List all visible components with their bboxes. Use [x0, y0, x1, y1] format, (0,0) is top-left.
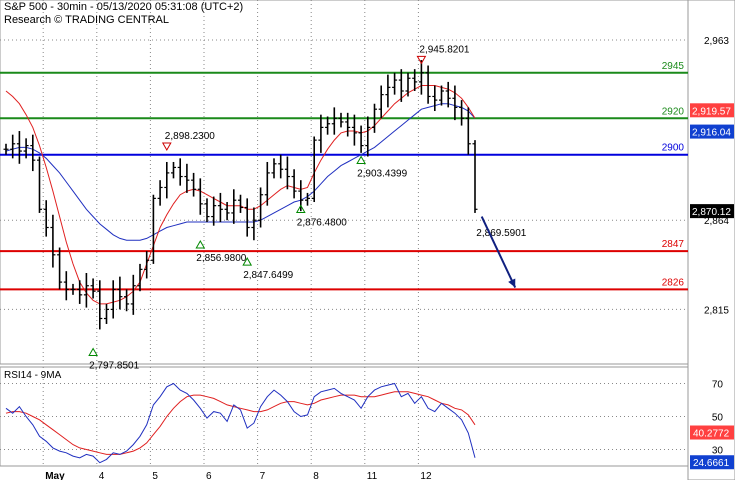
level-label-2900: 2900 [662, 143, 685, 154]
x-tick-label: 4 [99, 471, 105, 480]
annotation-label: 2,869.5901 [476, 228, 526, 239]
swing-low-marker [356, 155, 366, 165]
price-tag [690, 204, 734, 219]
y-tick-label: 2,963 [704, 36, 729, 47]
swing-high-marker [416, 55, 427, 65]
rsi-ma-line [5, 391, 476, 455]
swing-low-marker [242, 257, 253, 266]
y-tick-label: 2,864 [704, 216, 729, 227]
rsi-value-tag-label: 40.2772 [693, 429, 730, 440]
price-tag-label: 2,916.04 [692, 128, 731, 139]
rsi-value-tag-label: 24.6661 [693, 458, 730, 469]
price-tag-label: 2,870.12 [692, 207, 731, 218]
level-label-2920: 2920 [662, 106, 685, 117]
x-tick-label: 6 [206, 471, 212, 480]
swing-high-marker [161, 142, 172, 151]
price-panel-frame [0, 0, 689, 365]
price-tag-label: 2,919.57 [692, 106, 731, 117]
x-tick-label: 7 [260, 471, 266, 480]
x-tick-label: 5 [152, 471, 158, 480]
y-axis-frame [687, 0, 735, 480]
rsi-value-tag [690, 425, 734, 440]
rsi-tick-label: 50 [712, 413, 724, 424]
price-tag [690, 124, 734, 139]
swing-low-marker [195, 239, 206, 249]
price-tag [690, 103, 734, 118]
swing-low-marker [88, 347, 98, 357]
level-label-2945: 2945 [662, 61, 685, 72]
annotation-label: 2,876.4800 [297, 217, 347, 228]
forecast-arrow-head [508, 278, 516, 288]
y-tick-label: 2,815 [704, 305, 729, 316]
x-tick-label: 11 [367, 471, 378, 480]
chart-title: S&P 500 - 30min - 05/13/2020 05:31:08 (U… [4, 1, 244, 13]
x-tick-label: 8 [313, 471, 319, 480]
ma-slow-line [5, 103, 476, 241]
annotation-label: 2,856.9800 [196, 253, 246, 264]
chart-subtitle: Research © TRADING CENTRAL [4, 14, 169, 26]
rsi-tick-label: 70 [712, 380, 724, 391]
level-label-2826: 2826 [662, 277, 685, 288]
forecast-arrow [480, 216, 517, 288]
annotation-label: 2,847.6499 [243, 270, 293, 281]
annotation-label: 2,797.8501 [89, 361, 139, 372]
annotation-label: 2,945.8201 [419, 44, 469, 55]
x-tick-label: 12 [420, 471, 432, 480]
rsi-tick-label: 30 [712, 446, 724, 457]
rsi-title: RSI14 - 9MA [4, 370, 62, 381]
annotation-label: 2,898.2300 [165, 131, 215, 142]
swing-low-marker [295, 204, 306, 213]
x-tick-label: May [45, 471, 65, 480]
level-label-2847: 2847 [662, 239, 685, 250]
rsi-value-tag [690, 455, 734, 470]
rsi-line [5, 382, 476, 464]
annotation-label: 2,903.4399 [357, 169, 407, 180]
